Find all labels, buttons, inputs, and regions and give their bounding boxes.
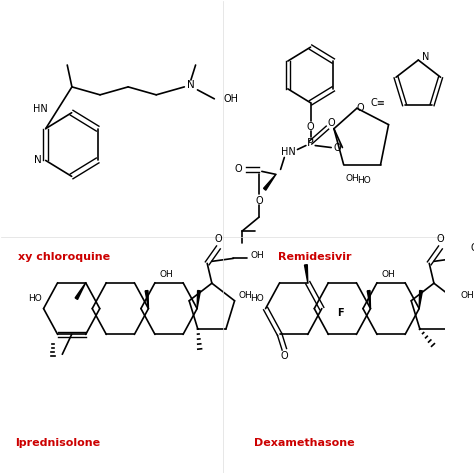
Polygon shape	[304, 264, 308, 283]
Text: OH: OH	[250, 251, 264, 260]
Text: O: O	[235, 164, 242, 174]
Text: OH: OH	[224, 94, 239, 104]
Text: O: O	[307, 122, 314, 132]
Text: Dexamethasone: Dexamethasone	[255, 438, 355, 448]
Text: HN: HN	[281, 147, 295, 157]
Text: OH: OH	[382, 270, 395, 279]
Text: P: P	[307, 137, 314, 147]
Text: HO: HO	[250, 294, 264, 303]
Text: HN: HN	[33, 104, 47, 114]
Text: xy chloroquine: xy chloroquine	[18, 252, 110, 262]
Polygon shape	[419, 291, 422, 309]
Text: OH: OH	[346, 174, 359, 183]
Text: O: O	[255, 196, 263, 206]
Polygon shape	[145, 291, 148, 309]
Text: HO: HO	[28, 294, 42, 303]
Text: O: O	[215, 235, 222, 245]
Text: C: C	[471, 244, 474, 254]
Text: lprednisolone: lprednisolone	[16, 438, 100, 448]
Text: N: N	[187, 80, 195, 90]
Text: O: O	[437, 235, 444, 245]
Text: OH: OH	[460, 292, 474, 300]
Text: N: N	[422, 52, 429, 62]
Text: Remidesivir: Remidesivir	[278, 252, 351, 262]
Polygon shape	[367, 291, 371, 309]
Polygon shape	[75, 283, 86, 300]
Text: O: O	[281, 351, 288, 361]
Polygon shape	[197, 291, 201, 309]
Text: OH: OH	[160, 270, 173, 279]
Polygon shape	[264, 174, 276, 190]
Text: O: O	[356, 103, 364, 113]
Text: N: N	[34, 155, 42, 165]
Text: OH: OH	[238, 292, 252, 300]
Text: HO: HO	[357, 176, 371, 185]
Text: O: O	[328, 118, 335, 128]
Text: C≡: C≡	[371, 98, 386, 108]
Text: F: F	[337, 308, 344, 318]
Text: O: O	[334, 143, 342, 153]
